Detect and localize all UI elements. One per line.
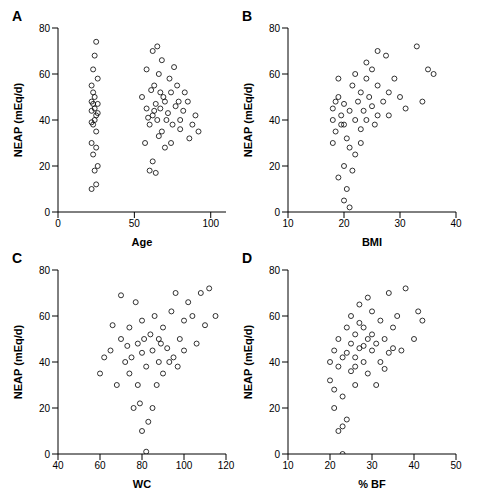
svg-text:20: 20 — [324, 460, 336, 471]
svg-text:40: 40 — [39, 115, 51, 126]
svg-text:40: 40 — [269, 357, 281, 368]
svg-text:40: 40 — [52, 460, 64, 471]
svg-text:0: 0 — [44, 449, 50, 460]
svg-text:100: 100 — [202, 218, 219, 229]
html-text:A: A — [12, 8, 23, 24]
html-text:B: B — [242, 8, 253, 24]
svg-text:WC: WC — [133, 478, 151, 490]
svg-text:0: 0 — [55, 218, 61, 229]
svg-text:60: 60 — [269, 311, 281, 322]
svg-text:80: 80 — [269, 23, 281, 34]
svg-text:30: 30 — [366, 460, 378, 471]
svg-text:40: 40 — [408, 460, 420, 471]
svg-text:80: 80 — [269, 265, 281, 276]
svg-text:NEAP (mEq/d): NEAP (mEq/d) — [12, 324, 24, 399]
svg-text:60: 60 — [39, 311, 51, 322]
svg-text:20: 20 — [269, 403, 281, 414]
svg-text:NEAP (mEq/d): NEAP (mEq/d) — [242, 82, 254, 157]
svg-text:50: 50 — [129, 218, 141, 229]
svg-text:80: 80 — [39, 23, 51, 34]
svg-text:60: 60 — [39, 69, 51, 80]
svg-text:30: 30 — [394, 218, 406, 229]
html-text:C: C — [12, 250, 23, 266]
svg-text:NEAP (mEq/d): NEAP (mEq/d) — [12, 82, 24, 157]
svg-text:0: 0 — [274, 449, 280, 460]
svg-text:20: 20 — [338, 218, 350, 229]
svg-text:40: 40 — [269, 115, 281, 126]
svg-text:20: 20 — [39, 403, 51, 414]
svg-text:BMI: BMI — [362, 236, 382, 248]
svg-text:50: 50 — [450, 460, 462, 471]
svg-text:40: 40 — [39, 357, 51, 368]
svg-text:60: 60 — [269, 69, 281, 80]
svg-text:0: 0 — [274, 207, 280, 218]
svg-text:10: 10 — [282, 218, 294, 229]
svg-text:80: 80 — [136, 460, 148, 471]
svg-text:60: 60 — [94, 460, 106, 471]
svg-text:120: 120 — [218, 460, 235, 471]
svg-text:NEAP (mEq/d): NEAP (mEq/d) — [242, 324, 254, 399]
svg-text:% BF: % BF — [358, 478, 386, 490]
svg-text:20: 20 — [39, 161, 51, 172]
svg-text:20: 20 — [269, 161, 281, 172]
svg-text:40: 40 — [450, 218, 462, 229]
svg-text:Age: Age — [132, 236, 153, 248]
svg-text:0: 0 — [44, 207, 50, 218]
html-text:D: D — [242, 250, 253, 266]
svg-text:10: 10 — [282, 460, 294, 471]
svg-text:100: 100 — [176, 460, 193, 471]
svg-text:80: 80 — [39, 265, 51, 276]
